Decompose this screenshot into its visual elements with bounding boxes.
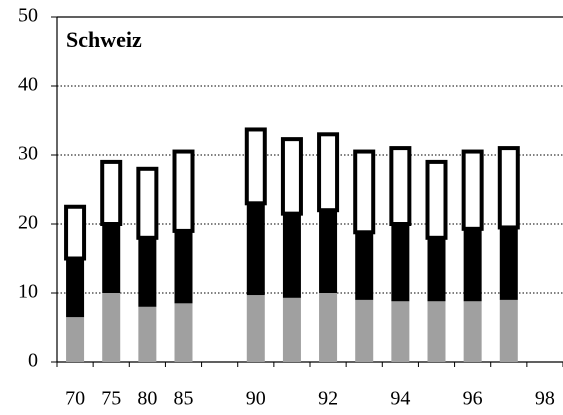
- bar-segment: [463, 301, 482, 362]
- bar-segment: [355, 299, 374, 362]
- bar-segment: [102, 224, 121, 293]
- bar-segment: [427, 301, 446, 362]
- bar-segment: [425, 159, 448, 240]
- bar-segment: [353, 149, 376, 235]
- x-tick-label: 96: [463, 388, 483, 410]
- bar-segment: [136, 166, 159, 240]
- x-tick-label: 92: [318, 388, 338, 410]
- bar-segment: [461, 149, 484, 231]
- bar-segment: [174, 303, 193, 362]
- x-tick-label: 98: [535, 388, 555, 410]
- bar-segment: [280, 137, 303, 216]
- bar-segment: [499, 227, 518, 300]
- bar-segment: [499, 299, 518, 362]
- y-tick-label: 0: [28, 350, 38, 372]
- bar-segment: [497, 146, 520, 230]
- bar-segment: [427, 237, 446, 302]
- y-tick-label: 40: [18, 74, 38, 96]
- x-tick-label: 94: [390, 388, 410, 410]
- x-tick-label: 70: [65, 388, 85, 410]
- bar-segment: [319, 293, 338, 362]
- x-tick-label: 80: [137, 388, 157, 410]
- y-tick-label: 10: [18, 281, 38, 303]
- bar-segment: [64, 204, 87, 261]
- bar-segment: [174, 230, 193, 304]
- y-tick-label: 20: [18, 212, 38, 234]
- bar-segment: [246, 295, 265, 362]
- bar-segment: [317, 132, 340, 213]
- bar-segment: [66, 317, 85, 362]
- bar-segment: [282, 297, 301, 362]
- chart-title: Schweiz: [66, 27, 142, 52]
- y-tick-label: 50: [18, 5, 38, 27]
- bar-segment: [463, 228, 482, 302]
- y-tick-label: 30: [18, 143, 38, 165]
- bar-segment: [100, 159, 123, 226]
- bar-segment: [138, 306, 157, 362]
- bar-segment: [138, 237, 157, 307]
- bar-segment: [389, 146, 412, 227]
- bar-segment: [355, 232, 374, 300]
- bar-segment: [391, 224, 410, 302]
- bar-segment: [172, 149, 195, 233]
- bar-segment: [282, 213, 301, 298]
- bar-segment: [391, 301, 410, 362]
- x-tick-label: 85: [174, 388, 194, 410]
- bar-segment: [246, 203, 265, 296]
- bar-segment: [102, 293, 121, 362]
- bar-segment: [319, 210, 338, 293]
- bar-segment: [66, 258, 85, 318]
- x-tick-label: 75: [101, 388, 121, 410]
- x-tick-label: 90: [246, 388, 266, 410]
- bar-segment: [244, 127, 267, 206]
